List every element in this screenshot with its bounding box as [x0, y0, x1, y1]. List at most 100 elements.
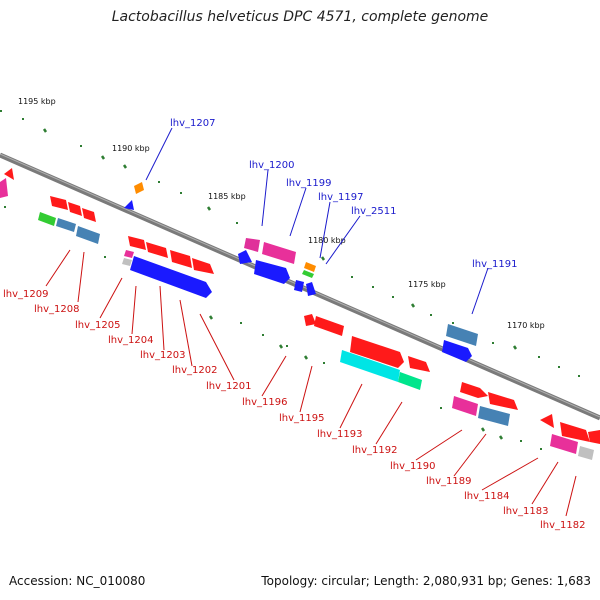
label-lhv-1200[interactable]: lhv_1200 — [249, 160, 294, 171]
gene-lhv-1183-pink[interactable] — [550, 434, 578, 454]
gene-lhv-1192-red[interactable] — [408, 356, 430, 372]
label-lhv-1204[interactable]: lhv_1204 — [108, 335, 153, 346]
label-lhv-1205[interactable]: lhv_1205 — [75, 320, 120, 331]
leader-lhv-1184 — [481, 457, 539, 491]
label-lhv-1207[interactable]: lhv_1207 — [170, 118, 215, 129]
gene-lhv-1189-red[interactable] — [488, 392, 518, 410]
gene-lhv-1196[interactable] — [304, 314, 316, 326]
top-gene-labels: lhv_1207 lhv_1200 lhv_1199 lhv_1197 lhv_… — [170, 118, 517, 270]
label-lhv-2511[interactable]: lhv_2511 — [351, 206, 396, 217]
leader-lhv-1203 — [159, 285, 165, 351]
label-lhv-1201[interactable]: lhv_1201 — [206, 381, 251, 392]
leader-lhv-1199 — [289, 187, 307, 237]
label-lhv-1199[interactable]: lhv_1199 — [286, 178, 331, 189]
gene-lhv-1200-blue[interactable] — [238, 250, 252, 264]
label-lhv-1184[interactable]: lhv_1184 — [464, 491, 509, 502]
gene-lhv-1191-blue[interactable] — [442, 340, 472, 362]
upper-strand-genes[interactable] — [0, 168, 478, 362]
gene-lhv-1200[interactable] — [244, 238, 260, 252]
leader-lhv-1191 — [471, 267, 489, 315]
gene-lhv-1207-arrow[interactable] — [124, 200, 134, 210]
gene-lhv-1183-red[interactable] — [588, 430, 600, 444]
leader-lhv-1204 — [131, 285, 137, 335]
label-lhv-1208[interactable]: lhv_1208 — [34, 304, 79, 315]
gene-lhv-1209b[interactable] — [68, 202, 82, 216]
scale-dots-top — [0, 110, 580, 377]
gene-lhv-1203-red[interactable] — [146, 242, 168, 258]
gene-lhv-1204-red[interactable] — [128, 236, 146, 250]
label-lhv-1193[interactable]: lhv_1193 — [317, 429, 362, 440]
gene-lhv-1192-green[interactable] — [398, 372, 422, 390]
map-title: Lactobacillus helveticus DPC 4571, compl… — [111, 9, 489, 25]
gene-left-edge-pink[interactable] — [0, 178, 8, 198]
gene-lhv-1189-blue[interactable] — [478, 406, 510, 426]
leader-lhv-1183 — [531, 461, 559, 505]
top-leader-lines — [145, 127, 489, 315]
leader-lhv-1192 — [375, 401, 403, 445]
gene-lhv-1197-blue[interactable] — [294, 280, 304, 292]
bottom-gene-labels: lhv_1209 lhv_1208 lhv_1205 lhv_1204 lhv_… — [3, 289, 585, 531]
label-lhv-1190[interactable]: lhv_1190 — [390, 461, 435, 472]
kbp-labels: 1195 kbp 1190 kbp 1185 kbp 1180 kbp 1175… — [18, 97, 545, 330]
label-lhv-1182[interactable]: lhv_1182 — [540, 520, 585, 531]
kbp-label-1195: 1195 kbp — [18, 97, 56, 106]
gene-lhv-1191[interactable] — [446, 324, 478, 346]
leader-lhv-1208 — [77, 251, 85, 303]
label-lhv-1192[interactable]: lhv_1192 — [352, 445, 397, 456]
kbp-label-1170: 1170 kbp — [507, 321, 545, 330]
gene-lhv-1197[interactable] — [304, 262, 316, 272]
lower-strand-genes[interactable] — [38, 196, 600, 460]
gene-lhv-1182-gray[interactable] — [578, 446, 594, 460]
bottom-leader-lines — [45, 249, 577, 517]
kbp-label-1185: 1185 kbp — [208, 192, 246, 201]
leader-lhv-1202 — [179, 299, 193, 367]
label-lhv-1195[interactable]: lhv_1195 — [279, 413, 324, 424]
gene-lhv-1207[interactable] — [134, 182, 144, 194]
gene-lhv-1199-blue[interactable] — [254, 260, 290, 284]
gene-lhv-1204-pink[interactable] — [124, 250, 134, 258]
gene-lhv-1209[interactable] — [50, 196, 68, 210]
leader-lhv-1205 — [99, 277, 123, 319]
label-lhv-1191[interactable]: lhv_1191 — [472, 259, 517, 270]
label-lhv-1203[interactable]: lhv_1203 — [140, 350, 185, 361]
gene-lhv-1195[interactable] — [314, 316, 344, 336]
leader-lhv-1201 — [199, 313, 235, 381]
label-lhv-1196[interactable]: lhv_1196 — [242, 397, 287, 408]
topology-text: Topology: circular; Length: 2,080,931 bp… — [261, 574, 591, 588]
gene-left-edge-red[interactable] — [4, 168, 14, 180]
leader-lhv-1209 — [45, 249, 71, 287]
kbp-label-1190: 1190 kbp — [112, 144, 150, 153]
gene-lhv-2511-blue[interactable] — [306, 282, 316, 296]
kbp-label-1180: 1180 kbp — [308, 236, 346, 245]
gene-lhv-1202-red[interactable] — [170, 250, 192, 268]
label-lhv-1183[interactable]: lhv_1183 — [503, 506, 548, 517]
leader-lhv-1197 — [319, 201, 331, 259]
gene-lhv-1205-blue[interactable] — [76, 226, 100, 244]
label-lhv-1197[interactable]: lhv_1197 — [318, 192, 363, 203]
leader-lhv-1190 — [415, 429, 463, 461]
gene-lhv-1204-gray[interactable] — [122, 258, 132, 266]
gene-lhv-1208-blue[interactable] — [56, 218, 76, 232]
gene-lhv-1184-red[interactable] — [560, 422, 590, 442]
gene-lhv-1201-red[interactable] — [192, 258, 214, 274]
gene-lhv-1203-blue[interactable] — [130, 256, 212, 298]
gene-lhv-1208[interactable] — [82, 208, 96, 222]
gene-lhv-1189-pink[interactable] — [452, 396, 478, 416]
leader-lhv-2511 — [325, 215, 361, 265]
major-ticks — [42, 128, 518, 440]
gene-lhv-1208-green[interactable] — [38, 212, 56, 226]
scale-dots-bottom — [4, 206, 542, 450]
gene-lhv-1190[interactable] — [460, 382, 488, 398]
gene-lhv-1193-red[interactable] — [350, 336, 404, 368]
label-lhv-1189[interactable]: lhv_1189 — [426, 476, 471, 487]
leader-lhv-1207 — [145, 127, 173, 181]
gene-lhv-1199[interactable] — [262, 242, 296, 264]
gene-lhv-1193-cyan[interactable] — [340, 350, 400, 382]
label-lhv-1209[interactable]: lhv_1209 — [3, 289, 48, 300]
gene-lhv-2511[interactable] — [302, 270, 314, 278]
gene-lhv-1184-arrow[interactable] — [540, 414, 554, 428]
label-lhv-1202[interactable]: lhv_1202 — [172, 365, 217, 376]
leader-lhv-1193 — [339, 383, 363, 429]
